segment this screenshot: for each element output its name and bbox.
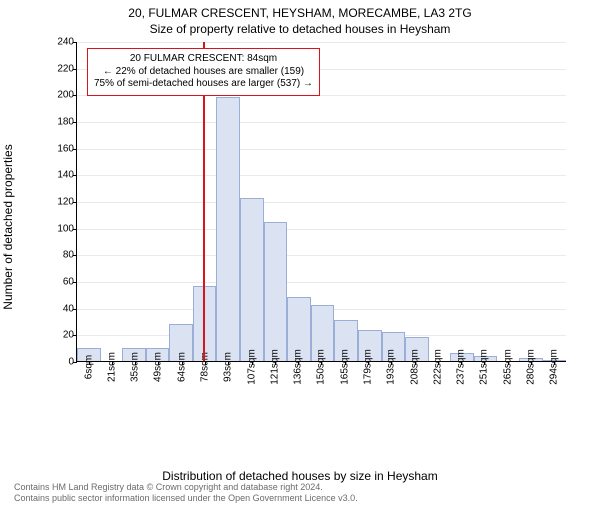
title-sub: Size of property relative to detached ho… [0,22,600,36]
x-tick-label: 64sqm [176,352,187,382]
x-tick: 165sqm [333,361,356,411]
x-tick: 78sqm [193,361,216,411]
x-axis-label: Distribution of detached houses by size … [0,469,600,483]
x-tick: 294sqm [543,361,566,411]
x-tick: 237sqm [450,361,473,411]
x-tick-label: 93sqm [223,352,234,382]
x-tick-label: 179sqm [363,349,374,385]
x-tick: 150sqm [310,361,333,411]
x-tick-label: 165sqm [339,349,350,385]
x-tick-label: 107sqm [246,349,257,385]
info-line-2: ← 22% of detached houses are smaller (15… [94,66,313,79]
info-line-3: 75% of semi-detached houses are larger (… [94,78,313,91]
x-tick: 35sqm [124,361,147,411]
histogram-bar [264,222,288,361]
x-tick: 49sqm [147,361,170,411]
x-tick-label: 49sqm [153,352,164,382]
x-tick-label: 78sqm [200,352,211,382]
footer: Contains HM Land Registry data © Crown c… [14,482,358,504]
x-tick: 6sqm [77,361,100,411]
y-tick-label: 160 [57,143,74,154]
x-tick-label: 294sqm [549,349,560,385]
x-tick-label: 150sqm [316,349,327,385]
x-tick: 121sqm [263,361,286,411]
footer-line-1: Contains HM Land Registry data © Crown c… [14,482,358,493]
plot-area: 20 FULMAR CRESCENT: 84sqm ← 22% of detac… [76,42,566,362]
x-tick-label: 21sqm [106,352,117,382]
y-tick-label: 140 [57,170,74,181]
info-box: 20 FULMAR CRESCENT: 84sqm ← 22% of detac… [87,48,320,96]
x-tick-label: 237sqm [456,349,467,385]
x-tick-label: 208sqm [409,349,420,385]
y-tick-label: 240 [57,37,74,48]
x-tick: 107sqm [240,361,263,411]
y-tick-label: 100 [57,223,74,234]
histogram-bar [240,198,264,361]
x-tick: 179sqm [356,361,379,411]
x-tick-label: 6sqm [83,355,94,379]
x-tick-label: 280sqm [525,349,536,385]
x-tick-label: 265sqm [502,349,513,385]
title-main: 20, FULMAR CRESCENT, HEYSHAM, MORECAMBE,… [0,6,600,20]
x-tick-label: 35sqm [130,352,141,382]
footer-line-2: Contains public sector information licen… [14,493,358,504]
y-tick-label: 220 [57,63,74,74]
x-tick: 208sqm [403,361,426,411]
x-tick: 93sqm [217,361,240,411]
x-tick: 251sqm [473,361,496,411]
x-tick: 280sqm [519,361,542,411]
info-line-1: 20 FULMAR CRESCENT: 84sqm [94,53,313,66]
y-axis-label: Number of detached properties [1,144,15,309]
x-tick: 64sqm [170,361,193,411]
y-tick-label: 120 [57,197,74,208]
x-tick: 265sqm [496,361,519,411]
x-tick-label: 251sqm [479,349,490,385]
x-tick: 21sqm [100,361,123,411]
x-tick: 136sqm [287,361,310,411]
x-tick: 222sqm [426,361,449,411]
x-ticks: 6sqm21sqm35sqm49sqm64sqm78sqm93sqm107sqm… [77,361,566,411]
y-tick-label: 180 [57,117,74,128]
y-tick-label: 200 [57,90,74,101]
x-tick-label: 136sqm [293,349,304,385]
x-tick: 193sqm [380,361,403,411]
x-tick-label: 121sqm [269,349,280,385]
chart-area: Number of detached properties 20 FULMAR … [46,42,576,412]
x-tick-label: 193sqm [386,349,397,385]
x-tick-label: 222sqm [432,349,443,385]
histogram-bar [216,97,240,361]
